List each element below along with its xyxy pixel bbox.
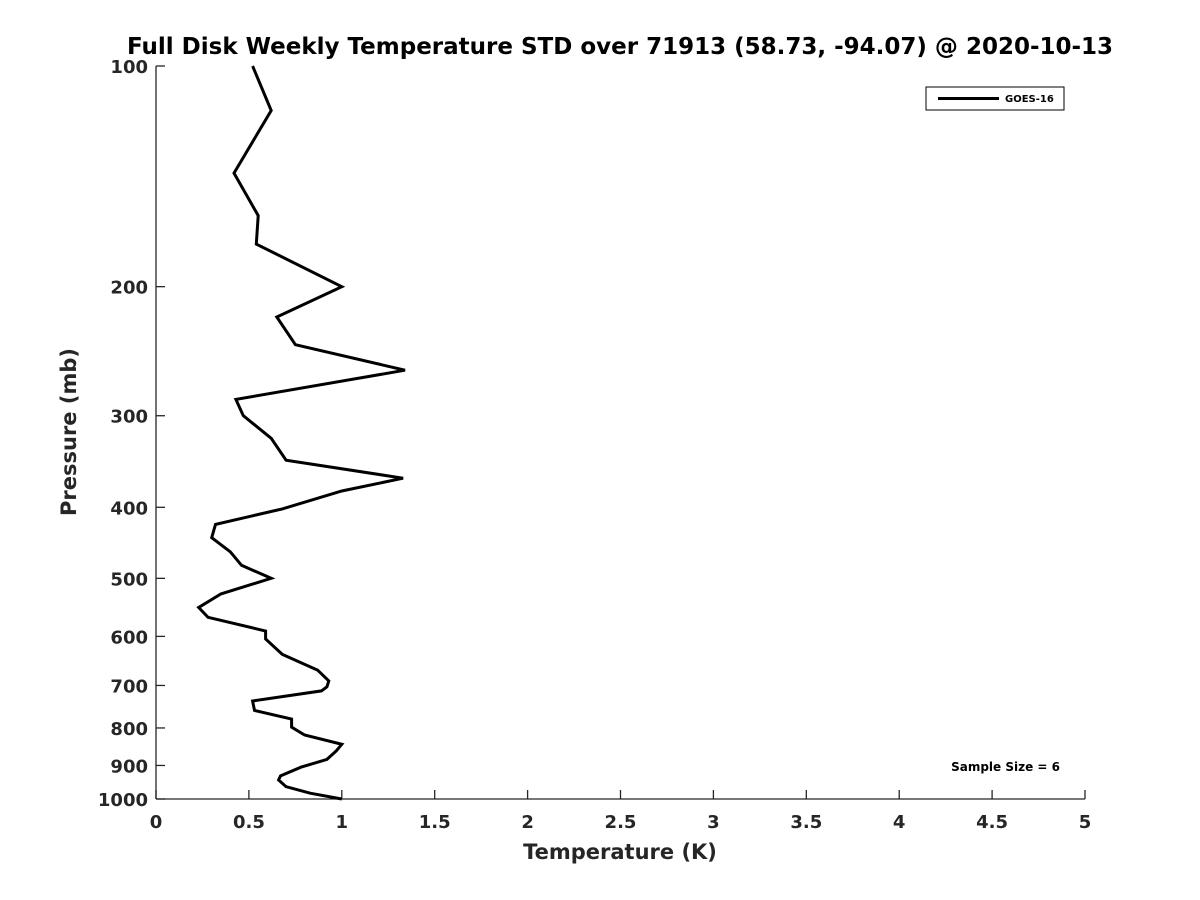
plot-axes: 0 0.5 1 1.5 2 2.5 3 3.5 4 4.5 5 100 200 300 400 500 600 7… <box>98 57 1091 833</box>
chart-title: Full Disk Weekly Temperature STD over 71… <box>127 34 1113 60</box>
y-tick-label: 100 <box>110 57 148 78</box>
series-line-goes-16 <box>196 65 406 801</box>
x-tick-label: 5 <box>1079 812 1092 833</box>
x-tick-label: 2 <box>521 812 534 833</box>
x-tick-label: 4 <box>893 812 906 833</box>
x-tick-label: 3.5 <box>790 812 822 833</box>
y-tick-label: 200 <box>110 278 148 299</box>
sample-size-annotation: Sample Size = 6 <box>951 760 1060 774</box>
y-tick-label: 600 <box>110 627 148 648</box>
y-tick-label: 1000 <box>98 790 148 811</box>
y-tick-label: 400 <box>110 498 148 519</box>
y-tick-label: 900 <box>110 756 148 777</box>
legend: GOES-16 <box>925 86 1065 111</box>
y-axis-label: Pressure (mb) <box>57 348 81 516</box>
x-tick-label: 4.5 <box>976 812 1008 833</box>
y-tick-label: 800 <box>110 719 148 740</box>
x-tick-label: 1.5 <box>419 812 451 833</box>
x-axis-label: Temperature (K) <box>523 840 717 864</box>
x-tick-label: 0.5 <box>233 812 265 833</box>
y-tick-label: 500 <box>110 569 148 590</box>
y-tick-label: 700 <box>110 676 148 697</box>
legend-label-goes-16: GOES-16 <box>1005 94 1054 105</box>
x-tick-label: 3 <box>707 812 720 833</box>
x-tick-label: 1 <box>336 812 349 833</box>
y-tick-label: 300 <box>110 407 148 428</box>
x-tick-label: 0 <box>150 812 163 833</box>
plot-series <box>196 65 406 801</box>
x-tick-label: 2.5 <box>605 812 637 833</box>
